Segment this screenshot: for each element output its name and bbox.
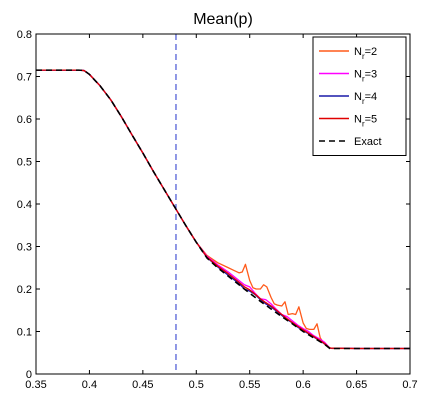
y-tick-label: 0.6 (17, 114, 32, 126)
x-tick-label: 0.35 (25, 379, 46, 391)
legend-label: Exact (354, 136, 382, 148)
y-tick-label: 0.8 (17, 29, 32, 41)
y-tick-label: 0.2 (17, 284, 32, 296)
x-tick-label: 0.7 (402, 379, 417, 391)
legend: Nr=2 Nr=3 Nr=4 Nr=5 Exact (312, 36, 407, 156)
axes: 0.35 0.4 0.45 0.5 0.55 0.6 0.65 0.7 0 0.1 0.2 0.3 0.… (17, 29, 418, 391)
y-tick-label: 0 (26, 369, 32, 381)
legend-label: Nr=5 (354, 114, 377, 129)
series-line-exact (36, 69, 410, 350)
legend-label: Nr=3 (354, 69, 377, 84)
y-tick-label: 0.7 (17, 72, 32, 84)
legend-label: Nr=2 (354, 46, 377, 61)
y-tick-label: 0.1 (17, 327, 32, 339)
x-tick-label: 0.4 (82, 379, 97, 391)
y-tick-label: 0.4 (17, 199, 32, 211)
y-tick-label: 0.3 (17, 242, 32, 254)
y-tick-label: 0.5 (17, 157, 32, 169)
x-tick-label: 0.55 (239, 379, 260, 391)
x-tick-label: 0.6 (295, 379, 310, 391)
x-tick-label: 0.45 (132, 379, 153, 391)
legend-label: Nr=4 (354, 91, 377, 106)
x-tick-label: 0.65 (346, 379, 367, 391)
chart-title: Mean(p) (193, 11, 253, 28)
x-tick-label: 0.5 (189, 379, 204, 391)
